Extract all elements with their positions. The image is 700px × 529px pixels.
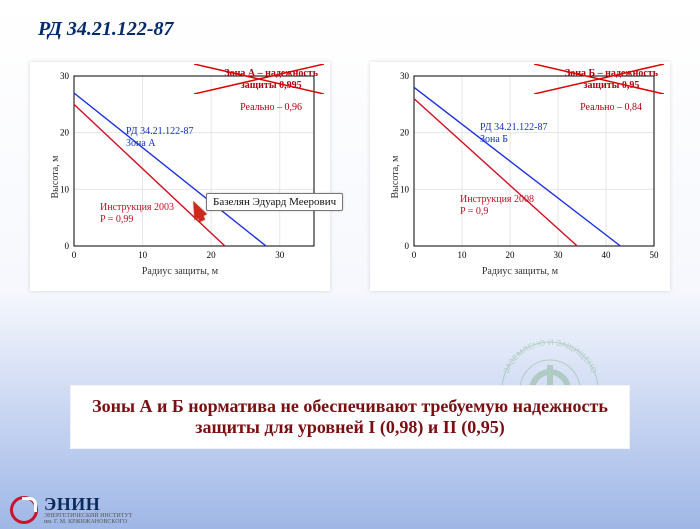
logo: ЭНИН ЭНЕРГЕТИЧЕСКИЙ ИНСТИТУТ им. Г. М. К…: [0, 491, 142, 529]
svg-text:0: 0: [65, 241, 70, 251]
logo-mark-icon: [10, 496, 38, 524]
svg-text:30: 30: [554, 250, 564, 260]
real-a: Реально – 0,96: [240, 102, 302, 114]
svg-text:10: 10: [458, 250, 468, 260]
presenter-callout: Базелян Эдуард Меерович: [206, 193, 343, 211]
red-label-b: Инструкция 2008P = 0,9: [460, 194, 534, 217]
y-axis-label: Высота, м: [50, 155, 61, 198]
page-title: РД 34.21.122-87: [38, 18, 174, 41]
red-label-a: Инструкция 2003P = 0,99: [100, 202, 174, 225]
chart-svg-b: 0 10 20 30 40 50 0 10 20 30: [376, 68, 664, 268]
svg-text:50: 50: [650, 250, 660, 260]
chart-svg-a: 0 10 20 30 0 10 20 30: [36, 68, 324, 268]
chart-zone-a: Высота, м 0 10 20 30 0 10 20 30 Радиус защиты, …: [30, 62, 330, 291]
svg-text:30: 30: [400, 71, 410, 81]
svg-text:20: 20: [400, 128, 410, 138]
x-axis-label: Радиус защиты, м: [376, 266, 664, 277]
real-b: Реально – 0,84: [580, 102, 642, 114]
svg-text:20: 20: [506, 250, 516, 260]
charts-row: Высота, м 0 10 20 30 0 10 20 30 Радиус защиты, …: [30, 62, 670, 291]
svg-text:10: 10: [60, 184, 70, 194]
chart-zone-b: Высота, м 0 10 20 30 40 50 0 10 20 30 Радиус защи…: [370, 62, 670, 291]
svg-text:10: 10: [400, 184, 410, 194]
svg-text:10: 10: [138, 250, 148, 260]
zone-b-header: Зона Б – надежность защиты 0,95: [565, 68, 658, 91]
svg-text:20: 20: [60, 128, 70, 138]
svg-text:0: 0: [72, 250, 77, 260]
svg-text:30: 30: [60, 71, 70, 81]
svg-text:ЗАЗЕМЛЕНО И ЗАЩИЩЕНО: ЗАЗЕМЛЕНО И ЗАЩИЩЕНО: [502, 338, 599, 375]
blue-label-a: РД 34.21.122-87Зона А: [126, 126, 193, 149]
svg-text:40: 40: [602, 250, 612, 260]
zone-a-header: Зона А – надежность защиты 0,995: [224, 68, 318, 91]
svg-text:0: 0: [412, 250, 417, 260]
x-axis-label: Радиус защиты, м: [36, 266, 324, 277]
svg-text:30: 30: [275, 250, 285, 260]
svg-text:20: 20: [207, 250, 217, 260]
svg-text:0: 0: [405, 241, 410, 251]
y-axis-label: Высота, м: [390, 155, 401, 198]
blue-label-b: РД 34.21.122-87Зона Б: [480, 122, 547, 145]
conclusion-text: Зоны А и Б норматива не обеспечивают тре…: [70, 385, 630, 449]
logo-text: ЭНИН ЭНЕРГЕТИЧЕСКИЙ ИНСТИТУТ им. Г. М. К…: [44, 495, 132, 525]
